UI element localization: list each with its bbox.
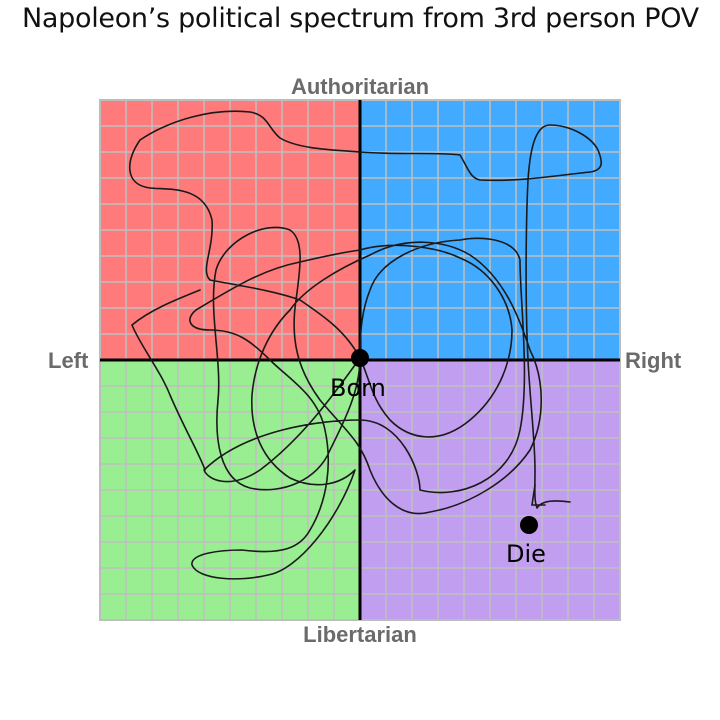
path-end-flick <box>531 484 546 506</box>
path-left-loop <box>131 289 206 471</box>
born-label: Born <box>330 374 386 402</box>
born-marker <box>351 349 369 367</box>
axis-label-authoritarian: Authoritarian <box>290 74 430 99</box>
axis-label-left: Left <box>48 348 89 373</box>
chart-title: Napoleon’s political spectrum from 3rd p… <box>22 3 699 34</box>
life-path-line <box>128 110 602 580</box>
die-label: Die <box>506 540 546 568</box>
axis-label-right: Right <box>625 348 682 373</box>
axis-label-libertarian: Libertarian <box>303 622 417 647</box>
die-marker <box>520 516 538 534</box>
